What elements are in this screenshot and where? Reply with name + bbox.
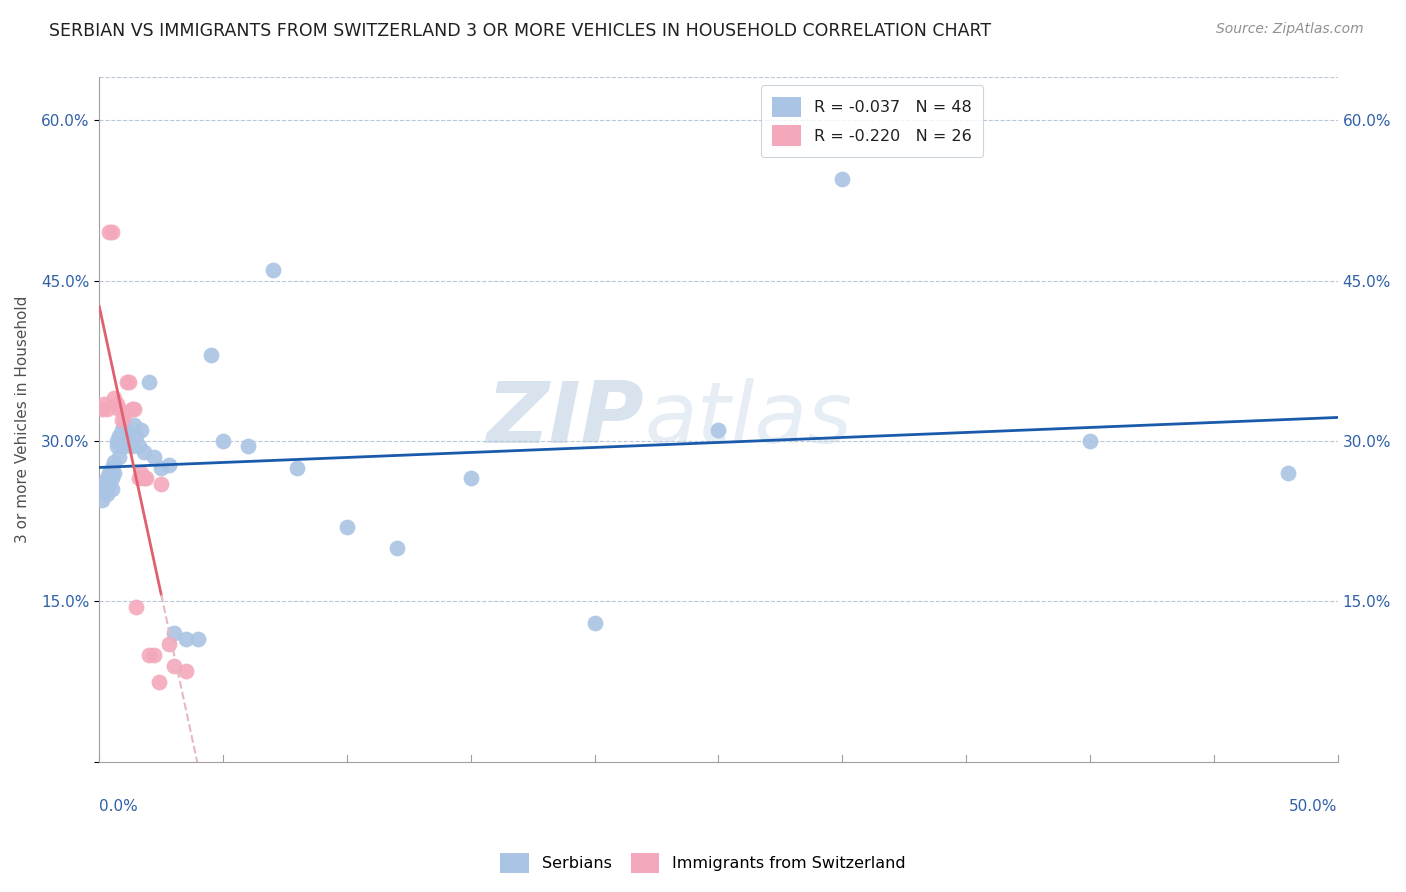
- Point: [200, 348, 222, 362]
- Point: [131, 423, 153, 437]
- Text: SERBIAN VS IMMIGRANTS FROM SWITZERLAND 3 OR MORE VEHICLES IN HOUSEHOLD CORRELATI: SERBIAN VS IMMIGRANTS FROM SWITZERLAND 3…: [49, 22, 991, 40]
- Point: [103, 455, 125, 469]
- Point: [111, 423, 134, 437]
- Y-axis label: 3 or more Vehicles in Household: 3 or more Vehicles in Household: [15, 296, 30, 543]
- Point: [93, 482, 115, 496]
- Text: Source: ZipAtlas.com: Source: ZipAtlas.com: [1216, 22, 1364, 37]
- Point: [187, 632, 209, 646]
- Point: [128, 471, 150, 485]
- Text: 0.0%: 0.0%: [100, 799, 138, 814]
- Point: [121, 439, 143, 453]
- Point: [125, 428, 148, 442]
- Point: [111, 412, 134, 426]
- Point: [128, 439, 150, 453]
- Text: 50.0%: 50.0%: [1289, 799, 1337, 814]
- Point: [100, 482, 122, 496]
- Point: [583, 615, 606, 630]
- Point: [112, 407, 135, 421]
- Point: [115, 375, 138, 389]
- Point: [108, 450, 131, 464]
- Point: [96, 471, 118, 485]
- Point: [142, 648, 165, 662]
- Point: [103, 466, 125, 480]
- Legend: R = -0.037   N = 48, R = -0.220   N = 26: R = -0.037 N = 48, R = -0.220 N = 26: [761, 86, 983, 157]
- Point: [122, 417, 145, 432]
- Point: [112, 417, 135, 432]
- Point: [162, 626, 184, 640]
- Point: [150, 476, 173, 491]
- Point: [98, 226, 121, 240]
- Point: [138, 648, 160, 662]
- Point: [122, 401, 145, 416]
- Point: [108, 401, 131, 416]
- Point: [148, 674, 170, 689]
- Point: [132, 444, 155, 458]
- Point: [142, 450, 165, 464]
- Point: [212, 434, 235, 448]
- Point: [132, 471, 155, 485]
- Point: [90, 492, 112, 507]
- Point: [118, 375, 141, 389]
- Point: [108, 428, 131, 442]
- Point: [100, 471, 122, 485]
- Point: [90, 401, 112, 416]
- Point: [100, 226, 122, 240]
- Point: [125, 599, 148, 614]
- Point: [131, 466, 153, 480]
- Point: [115, 423, 138, 437]
- Text: ZIP: ZIP: [486, 378, 644, 461]
- Point: [262, 263, 284, 277]
- Point: [105, 396, 128, 410]
- Point: [157, 458, 180, 472]
- Point: [93, 476, 115, 491]
- Point: [157, 637, 180, 651]
- Point: [174, 664, 197, 678]
- Point: [103, 391, 125, 405]
- Point: [105, 434, 128, 448]
- Point: [1277, 466, 1299, 480]
- Point: [385, 541, 408, 555]
- Text: atlas: atlas: [644, 378, 852, 461]
- Point: [287, 460, 309, 475]
- Point: [118, 434, 141, 448]
- Point: [150, 460, 173, 475]
- Point: [105, 439, 128, 453]
- Point: [460, 471, 482, 485]
- Point: [96, 401, 118, 416]
- Point: [138, 375, 160, 389]
- Point: [98, 476, 121, 491]
- Point: [111, 434, 134, 448]
- Point: [121, 401, 143, 416]
- Point: [336, 519, 359, 533]
- Point: [135, 471, 157, 485]
- Point: [831, 172, 853, 186]
- Point: [174, 632, 197, 646]
- Point: [707, 423, 730, 437]
- Point: [112, 439, 135, 453]
- Point: [100, 460, 122, 475]
- Point: [236, 439, 259, 453]
- Point: [98, 466, 121, 480]
- Point: [93, 396, 115, 410]
- Point: [162, 658, 184, 673]
- Point: [1078, 434, 1101, 448]
- Legend: Serbians, Immigrants from Switzerland: Serbians, Immigrants from Switzerland: [494, 847, 912, 880]
- Point: [96, 487, 118, 501]
